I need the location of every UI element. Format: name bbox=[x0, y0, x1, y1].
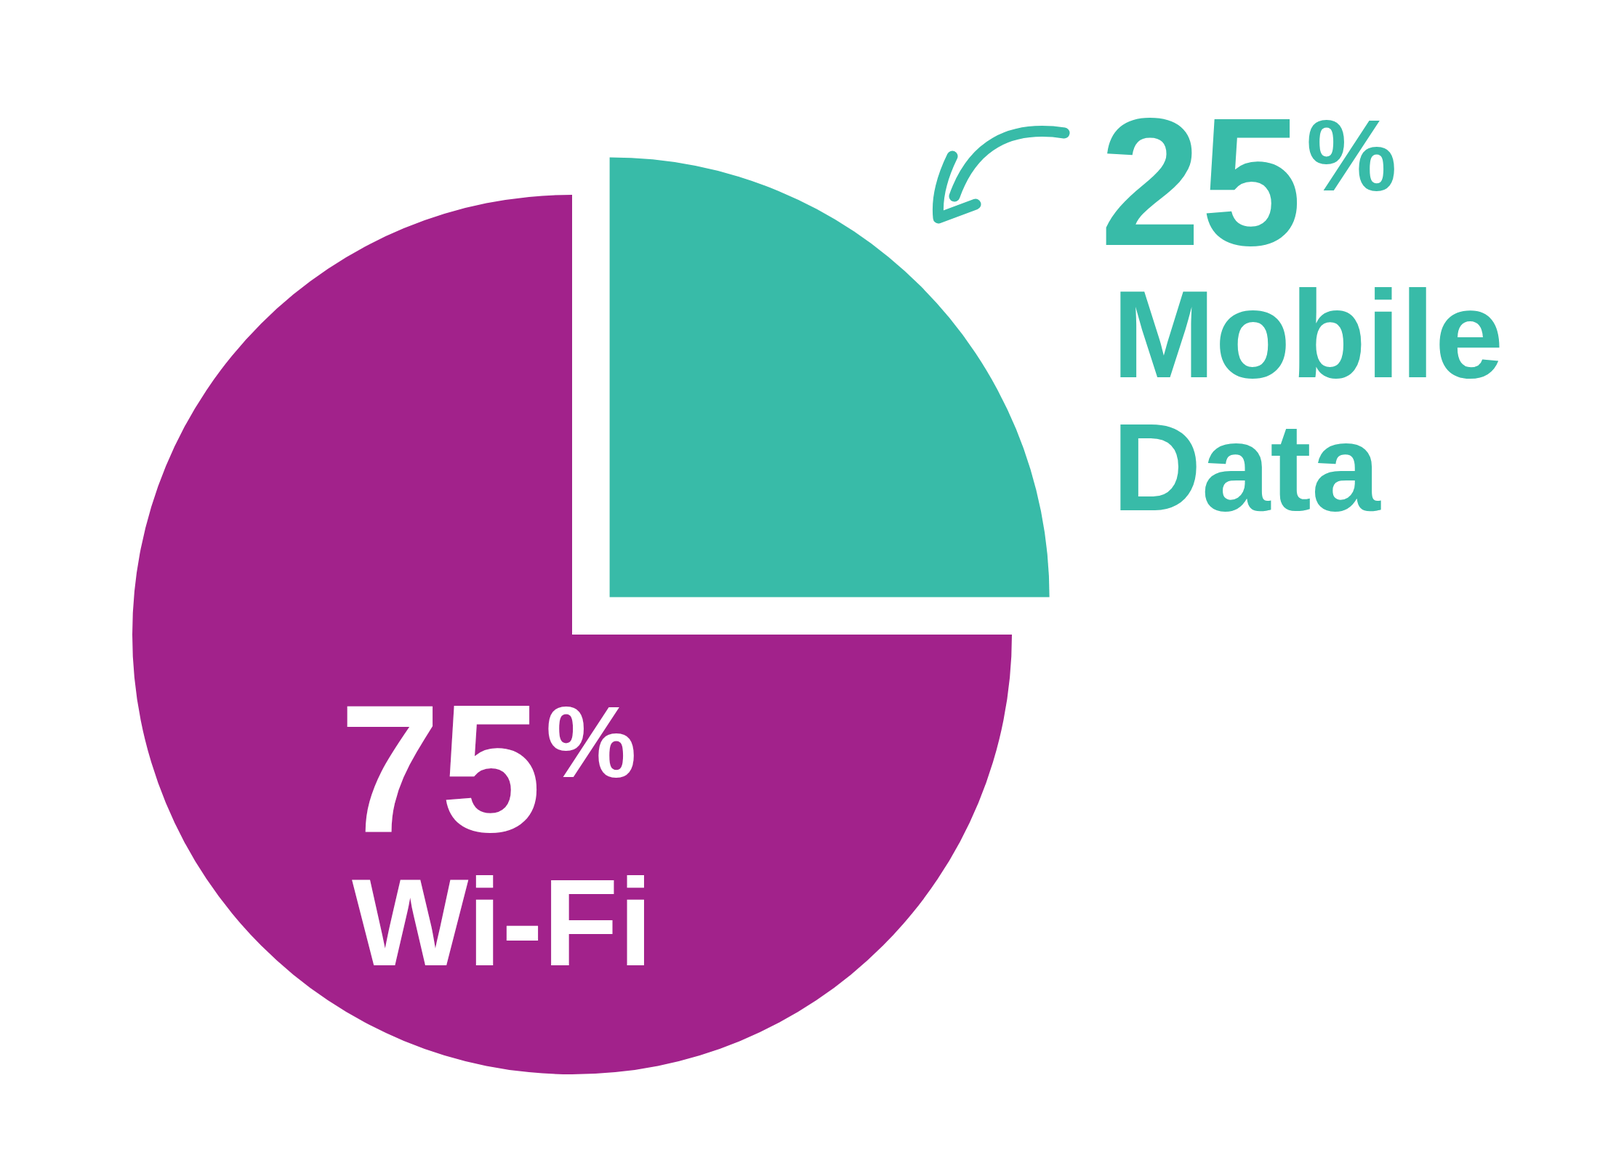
value-number: 75 bbox=[339, 667, 542, 871]
value-unit: % bbox=[545, 684, 637, 799]
slice bbox=[132, 194, 1012, 1075]
arrow bbox=[954, 131, 1065, 197]
category-label: Wi-Fi bbox=[351, 853, 653, 992]
value-number: 25 bbox=[1099, 80, 1302, 284]
category-line: Data bbox=[1112, 398, 1382, 537]
value-label: 25% bbox=[1099, 80, 1398, 284]
category-label: Mobile Data bbox=[1112, 265, 1539, 537]
value-label: 75% bbox=[339, 667, 637, 871]
background bbox=[0, 0, 1600, 1163]
arrow-head bbox=[937, 156, 976, 219]
chart: 25%Mobile Data75%Wi-Fi bbox=[0, 0, 1600, 1163]
category-line: Mobile bbox=[1112, 265, 1539, 404]
category-line: Wi-Fi bbox=[351, 853, 653, 992]
slice bbox=[609, 157, 1050, 597]
value-unit: % bbox=[1306, 98, 1397, 213]
pie bbox=[132, 157, 1050, 1075]
labels: 25%Mobile Data75%Wi-Fi bbox=[339, 80, 1539, 992]
